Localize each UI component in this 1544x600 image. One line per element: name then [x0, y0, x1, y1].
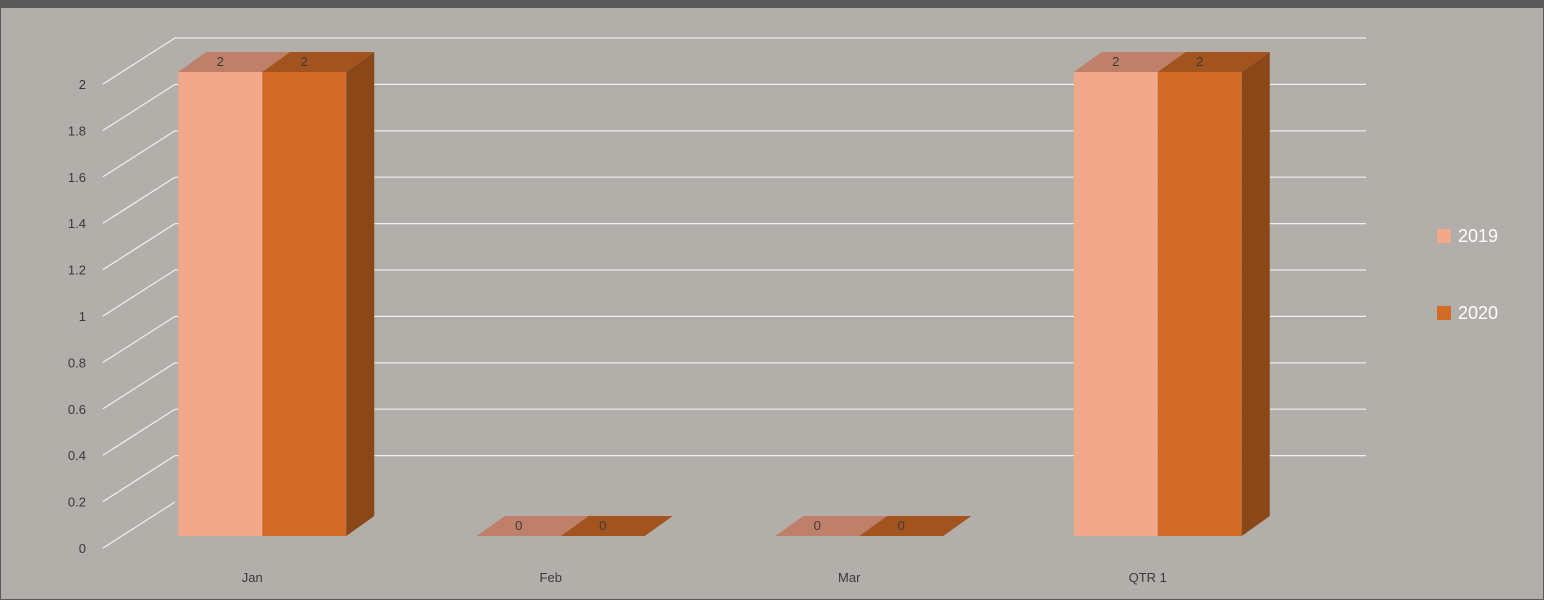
gridline-wall-5	[102, 269, 176, 317]
bar-top	[178, 52, 291, 72]
y-tick-label: 1	[79, 309, 86, 324]
data-label: 2	[1196, 54, 1203, 69]
x-tick-label: Mar	[838, 570, 861, 585]
legend-swatch	[1437, 229, 1451, 243]
bar-side	[346, 52, 375, 536]
y-tick-label: 1.2	[68, 263, 86, 278]
x-tick-label: Feb	[540, 570, 562, 585]
gridline-wall-3	[102, 362, 176, 410]
data-label: 2	[217, 54, 224, 69]
data-label: 2	[1112, 54, 1119, 69]
bar-top	[1157, 52, 1270, 72]
bar	[262, 72, 347, 536]
y-tick-label: 2	[79, 77, 86, 92]
legend-label: 2020	[1458, 303, 1498, 323]
gridline-wall-9	[102, 83, 176, 131]
bar-top	[859, 516, 972, 536]
y-axis: 0 0.2 0.4 0.6 0.8 1 1.2 1.4 1.6 1.8 2	[68, 77, 86, 556]
y-tick-label: 0.4	[68, 448, 86, 463]
data-label: 0	[898, 518, 905, 533]
gridline-wall-7	[102, 176, 176, 224]
bar-top	[1073, 52, 1186, 72]
gridline-wall-1	[102, 455, 176, 503]
gridline-wall-0	[102, 501, 176, 549]
bar-top	[775, 516, 888, 536]
gridline-wall-2	[102, 408, 176, 456]
data-labels: 2 2 0 0 0 0 2 2	[217, 54, 1204, 533]
y-tick-label: 1.4	[68, 216, 86, 231]
legend: 2019 2020	[1437, 226, 1498, 323]
bar	[1157, 72, 1242, 536]
gridline-wall-4	[102, 315, 176, 363]
gridline-wall-6	[102, 223, 176, 271]
x-axis: Jan Feb Mar QTR 1	[242, 570, 1167, 585]
bar-top	[560, 516, 673, 536]
legend-label: 2019	[1458, 226, 1498, 246]
data-label: 0	[599, 518, 606, 533]
bar	[1073, 72, 1158, 536]
bars	[178, 52, 1270, 536]
legend-swatch	[1437, 306, 1451, 320]
gridline-wall-10	[102, 37, 176, 85]
y-tick-label: 1.6	[68, 170, 86, 185]
bar-top	[262, 52, 375, 72]
bar	[178, 72, 263, 536]
y-tick-label: 0	[79, 541, 86, 556]
data-label: 0	[515, 518, 522, 533]
x-tick-label: QTR 1	[1129, 570, 1167, 585]
gridline-wall-8	[102, 130, 176, 178]
x-tick-label: Jan	[242, 570, 263, 585]
bar-side	[1241, 52, 1270, 536]
y-tick-label: 0.8	[68, 355, 86, 370]
data-label: 0	[814, 518, 821, 533]
y-tick-label: 0.2	[68, 495, 86, 510]
bar-top	[476, 516, 589, 536]
y-tick-label: 0.6	[68, 402, 86, 417]
data-label: 2	[301, 54, 308, 69]
y-tick-label: 1.8	[68, 123, 86, 138]
